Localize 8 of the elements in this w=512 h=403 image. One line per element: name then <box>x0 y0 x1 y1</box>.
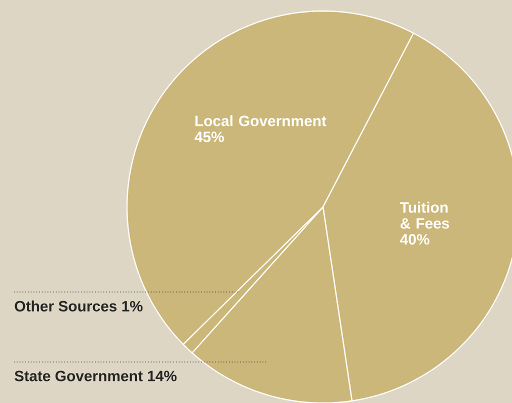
slice-label: Other Sources <box>14 300 117 312</box>
data-label: 45% <box>194 132 224 142</box>
slice-label: Local Government <box>195 115 326 126</box>
data-label: 1% <box>122 300 143 312</box>
data-label: 14% <box>148 370 177 382</box>
slice-label: State Government <box>14 370 143 382</box>
data-label: 40% <box>400 234 430 245</box>
slice-label: Tuition & Fees <box>400 202 450 229</box>
